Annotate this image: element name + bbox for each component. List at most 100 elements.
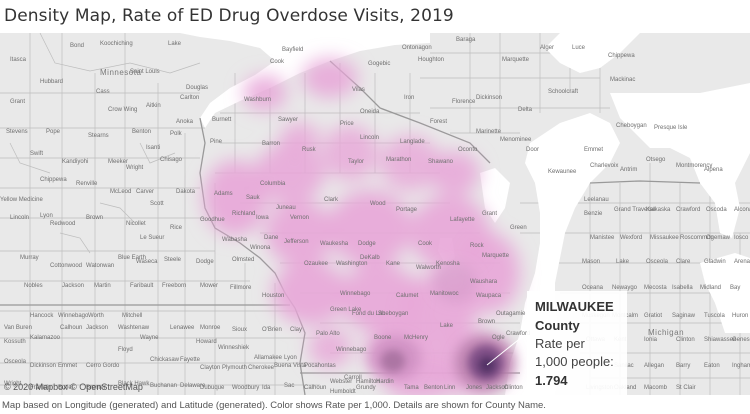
county-label: Aitkin [146, 103, 161, 109]
county-label: Sioux [232, 327, 247, 333]
county-label: Koochiching [100, 41, 133, 47]
county-label: Montmorency [676, 163, 712, 169]
county-label: Hamilton [356, 379, 380, 385]
county-label: Bond [70, 43, 84, 49]
county-label: Allegan [644, 363, 664, 369]
county-label: Charlevoix [590, 163, 618, 169]
county-label: Scott [150, 201, 164, 207]
county-label: Boone [374, 335, 392, 341]
county-label: Langlade [400, 139, 425, 145]
county-label: Barron [262, 141, 280, 147]
county-label: Clinton [504, 385, 523, 391]
county-label: Ida [262, 385, 271, 391]
county-label: Winnebago [336, 347, 367, 353]
density-map[interactable]: Baraga Bayfield Bond Lake Cook Itasca Koochich… [0, 33, 750, 395]
county-tooltip: MILWAUKEE County Rate per 1,000 people: … [527, 291, 627, 395]
county-label: Waupaca [476, 293, 502, 299]
county-label: Schoolcraft [548, 89, 578, 95]
county-label: Benton [424, 385, 443, 391]
county-label: Olmsted [232, 257, 254, 263]
county-label: Ingham [732, 363, 750, 369]
county-label: Fayette [180, 357, 201, 363]
county-label: Mitchell [122, 313, 142, 319]
county-label: Leelanau [584, 197, 609, 203]
county-label: Blue Earth [118, 255, 146, 261]
lake-superior [180, 33, 430, 128]
county-label: Burnett [212, 117, 232, 123]
county-label: Marinette [476, 129, 502, 135]
county-label: Lake [168, 41, 182, 47]
county-label: Vernon [290, 215, 309, 221]
county-label: Swift [30, 151, 43, 157]
county-label: Dickinson [30, 363, 56, 369]
county-label: Dane [264, 235, 279, 241]
county-label: Palo Alto [316, 331, 340, 337]
county-label: O'Brien [262, 327, 282, 333]
county-label: Franklin [30, 385, 51, 391]
county-label: Macomb [644, 385, 668, 391]
county-label: Cottonwood [50, 263, 82, 269]
tooltip-metric-value: 1.794 [535, 373, 568, 388]
county-label: Chippewa [40, 177, 67, 183]
county-label: Columbia [260, 181, 286, 187]
county-label: Floyd [118, 347, 133, 353]
county-label: Lake [616, 259, 630, 265]
density-blob [380, 135, 440, 191]
county-label: Alger [540, 45, 554, 51]
county-label: Kenosha [436, 261, 460, 267]
county-label: Allamakee [254, 355, 283, 361]
county-label: Renville [76, 181, 98, 187]
county-label: Mackinac [610, 77, 635, 83]
county-label: Washington [336, 261, 367, 267]
county-label: Isanti [146, 145, 160, 151]
county-label: Hancock [30, 313, 54, 319]
county-label: Itasca [10, 57, 27, 63]
county-label: Isabella [672, 285, 693, 291]
county-label: Wright [126, 165, 144, 171]
density-blob [433, 263, 477, 303]
county-label: Outagamie [496, 311, 526, 317]
county-label: Dakota [176, 189, 196, 195]
county-label: Pine [210, 139, 223, 145]
map-caption: Map based on Longitude (generated) and L… [2, 400, 546, 411]
county-label: Buena Vista [274, 363, 307, 369]
county-label: Iowa [256, 215, 269, 221]
county-label: Juneau [276, 205, 296, 211]
density-blob [308, 328, 352, 368]
green-bay [480, 168, 510, 223]
county-label: Taylor [348, 159, 364, 165]
county-label: Waseca [136, 259, 158, 265]
density-blob [265, 201, 335, 265]
county-label: Alcona [734, 207, 750, 213]
lake-huron [610, 83, 750, 238]
county-label: Green [510, 225, 527, 231]
county-label: Carroll [344, 375, 362, 381]
tooltip-pointer [486, 332, 528, 366]
state-label: Minnesota [100, 68, 141, 77]
county-label: Goodhue [200, 217, 225, 223]
county-label: McLeod [110, 189, 131, 195]
county-label: Wayne [140, 335, 159, 341]
map-attribution[interactable]: © 2020 Mapbox © OpenStreetMap [4, 382, 143, 392]
county-label: Walworth [416, 265, 441, 271]
county-label: Lenawee [170, 325, 195, 331]
county-label: Jefferson [284, 239, 309, 245]
county-label: Dodge [196, 259, 214, 265]
county-label: Alpena [704, 167, 723, 173]
county-label: Adams [214, 191, 233, 197]
county-label: Portage [396, 207, 418, 213]
county-label: Brown [86, 215, 103, 221]
county-label: Grundy [356, 385, 376, 391]
county-label: Otsego [646, 157, 666, 163]
county-label: Midland [700, 285, 721, 291]
county-label: Green Lake [330, 307, 362, 313]
county-label: Kewaunee [548, 169, 577, 175]
county-label: Humboldt [330, 389, 356, 395]
county-label: Dickinson [476, 95, 502, 101]
county-label: Gogebic [368, 61, 390, 67]
county-label: Houston [262, 293, 284, 299]
county-label: Meeker [108, 159, 128, 165]
map-canvas[interactable]: Baraga Bayfield Bond Lake Cook Itasca Koochich… [0, 33, 750, 395]
county-label: Hubbard [40, 79, 63, 85]
county-label: Jackson [62, 283, 84, 289]
